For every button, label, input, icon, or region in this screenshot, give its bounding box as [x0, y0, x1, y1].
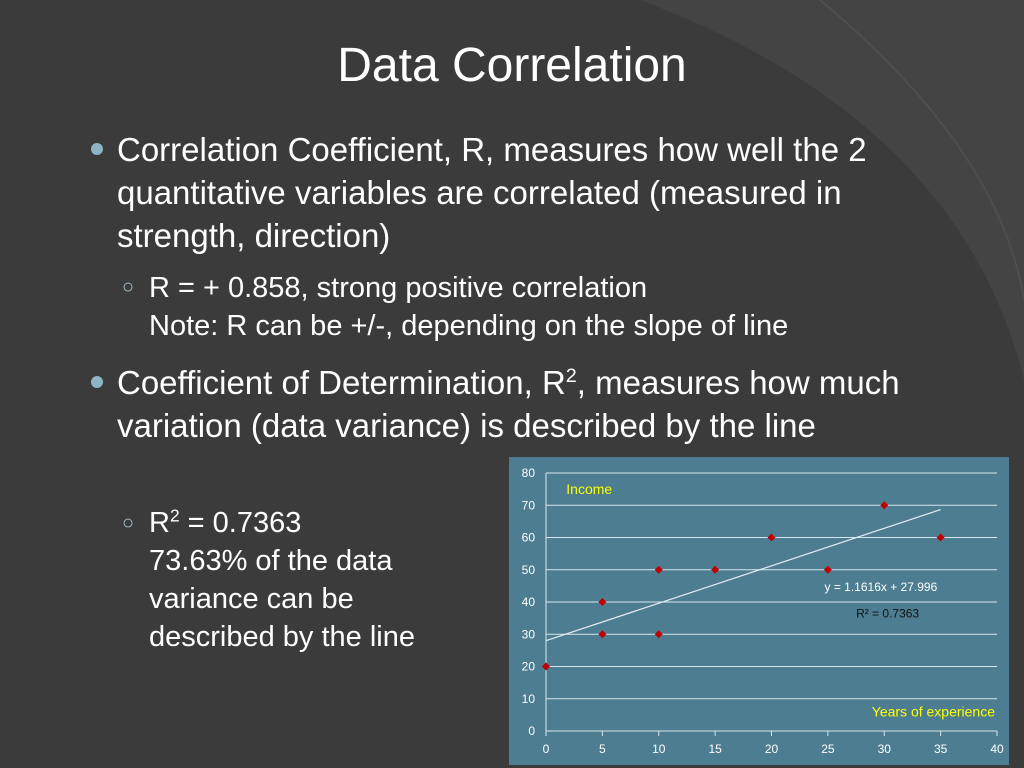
x-axis-title: Years of experience [872, 703, 995, 719]
r-squared-explanation: 73.63% of the data variance can be descr… [149, 545, 415, 653]
r-note-text: Note: R can be +/-, depending on the slo… [149, 310, 789, 342]
bullet-correlation-coefficient: Correlation Coefficient, R, measures how… [117, 131, 867, 254]
x-tick-label: 30 [878, 742, 892, 756]
sub-bullet-ring-2: ○ [122, 512, 135, 534]
y-tick-label: 50 [522, 563, 536, 577]
sub-bullet-r-squared: R2 = 0.7363 73.63% of the data variance … [149, 504, 484, 656]
y-tick-label: 60 [522, 531, 536, 545]
bullet-coefficient-of-determination: Coefficient of Determination, R2, measur… [117, 361, 962, 447]
r-value-text: R = + 0.858, strong positive correlation [149, 272, 648, 304]
data-point-6 [767, 533, 776, 542]
y-tick-label: 20 [522, 660, 536, 674]
x-tick-label: 0 [543, 742, 550, 756]
data-point-7 [823, 565, 832, 574]
x-tick-label: 20 [765, 742, 779, 756]
bullet-dot-2 [91, 376, 103, 388]
data-point-8 [880, 501, 889, 510]
data-point-5 [711, 565, 720, 574]
r-squared-value: R2 = 0.7363 [149, 504, 484, 542]
r-squared-superscript: 2 [169, 505, 180, 526]
y-axis-title: Income [566, 481, 612, 497]
cod-superscript: 2 [565, 365, 577, 387]
x-tick-label: 10 [652, 742, 666, 756]
data-point-2 [598, 598, 607, 606]
data-point-4 [654, 565, 663, 574]
trendline-equation: y = 1.1616x + 27.996 [824, 580, 937, 594]
data-point-1 [598, 630, 607, 639]
x-tick-label: 25 [821, 742, 835, 756]
y-tick-label: 10 [522, 692, 536, 706]
slide-title: Data Correlation [337, 39, 687, 92]
y-tick-label: 30 [522, 627, 536, 641]
data-point-9 [936, 533, 945, 542]
data-point-0 [542, 662, 550, 671]
sub-bullet-r-value: R = + 0.858, strong positive correlation… [149, 269, 979, 345]
x-tick-label: 5 [599, 742, 606, 756]
y-tick-label: 0 [528, 724, 535, 738]
x-tick-label: 35 [934, 742, 948, 756]
r-squared-number: = 0.7363 [179, 507, 302, 539]
chart-background [509, 457, 1009, 765]
sub-bullet-ring-1: ○ [122, 276, 135, 298]
y-tick-label: 80 [522, 466, 536, 480]
cod-text-end: , measures how much variation (data vari… [117, 364, 900, 444]
y-tick-label: 40 [522, 595, 536, 609]
bullet-dot-1 [91, 143, 103, 155]
y-tick-label: 70 [522, 498, 536, 512]
r-squared-r: R [149, 507, 170, 539]
data-point-3 [654, 630, 663, 639]
x-tick-label: 40 [990, 742, 1004, 756]
cod-text-start: Coefficient of Determination, R [117, 364, 566, 401]
r-squared-label: R² = 0.7363 [856, 606, 919, 620]
x-tick-label: 15 [708, 742, 722, 756]
trendline [545, 509, 941, 642]
scatter-chart: 0 10 20 30 40 50 60 70 80 0 5 10 15 20 25 30 35 40 Income… [509, 457, 1009, 765]
